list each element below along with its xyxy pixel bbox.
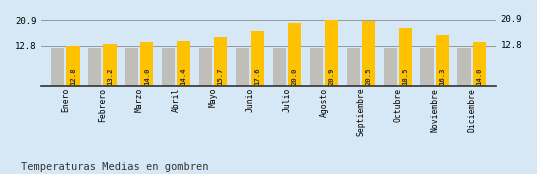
Text: 16.3: 16.3 bbox=[439, 68, 445, 85]
Bar bbox=[51, 48, 64, 86]
Bar bbox=[162, 48, 175, 86]
Text: 14.0: 14.0 bbox=[144, 68, 150, 85]
Text: 17.6: 17.6 bbox=[255, 68, 260, 85]
Bar bbox=[420, 48, 434, 86]
Bar bbox=[66, 46, 79, 86]
Bar bbox=[346, 48, 360, 86]
Bar bbox=[383, 48, 397, 86]
Text: 20.5: 20.5 bbox=[365, 68, 372, 85]
Bar bbox=[214, 37, 227, 86]
Text: 20.0: 20.0 bbox=[292, 68, 297, 85]
Bar bbox=[103, 44, 117, 86]
Text: 13.2: 13.2 bbox=[107, 68, 113, 85]
Bar bbox=[288, 23, 301, 86]
Text: 14.0: 14.0 bbox=[476, 68, 482, 85]
Bar bbox=[398, 28, 412, 86]
Bar bbox=[473, 42, 486, 86]
Text: 12.8: 12.8 bbox=[70, 68, 76, 85]
Bar bbox=[458, 48, 471, 86]
Text: Temperaturas Medias en gombren: Temperaturas Medias en gombren bbox=[21, 162, 209, 172]
Bar bbox=[140, 42, 154, 86]
Bar bbox=[325, 20, 338, 86]
Text: 15.7: 15.7 bbox=[217, 68, 224, 85]
Bar bbox=[236, 48, 249, 86]
Bar bbox=[199, 48, 212, 86]
Bar bbox=[88, 48, 101, 86]
Text: 18.5: 18.5 bbox=[402, 68, 408, 85]
Text: 14.4: 14.4 bbox=[181, 68, 187, 85]
Bar bbox=[436, 35, 449, 86]
Text: 20.9: 20.9 bbox=[329, 68, 335, 85]
Bar bbox=[273, 48, 286, 86]
Bar bbox=[177, 41, 191, 86]
Bar bbox=[251, 30, 264, 86]
Bar bbox=[125, 48, 139, 86]
Bar bbox=[310, 48, 323, 86]
Bar bbox=[362, 21, 375, 86]
